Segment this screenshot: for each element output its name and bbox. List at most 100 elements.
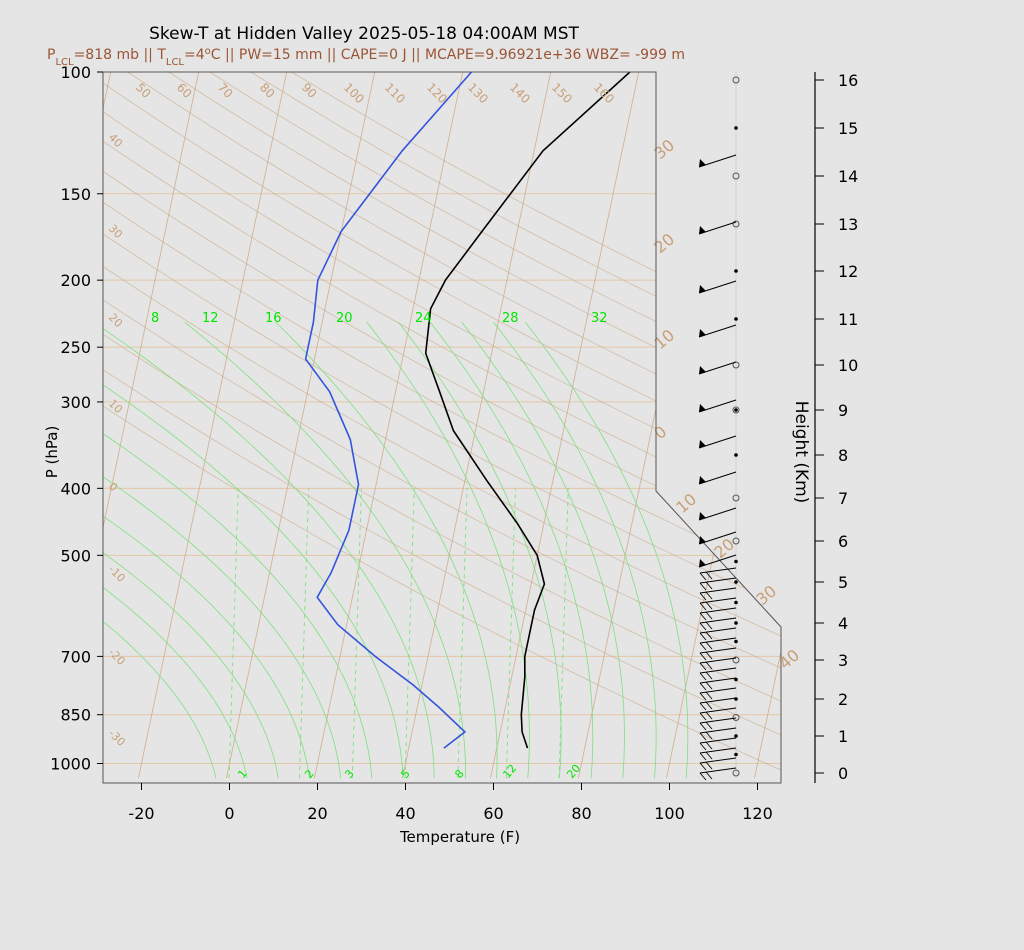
wind-barb-flag	[699, 285, 706, 293]
wind-barb	[698, 221, 737, 235]
x-tick-label: 20	[307, 804, 327, 823]
wind-barb-feather	[705, 631, 713, 640]
moist-adiabat	[184, 321, 466, 779]
mixing-ratio-line	[505, 488, 516, 779]
wind-barb-flag	[699, 226, 706, 234]
moist-adiabat	[398, 321, 562, 779]
p-tick-label: 1000	[50, 755, 91, 774]
height-tick-label: 8	[838, 446, 848, 465]
wind-barb	[699, 687, 737, 701]
wind-barb-feather	[699, 742, 707, 751]
p-tick-label: 300	[60, 393, 91, 412]
x-tick-label: 0	[224, 804, 234, 823]
dry-adiabat	[103, 72, 781, 779]
wind-barb-feather	[705, 771, 713, 780]
wind-barb-flag	[699, 366, 706, 374]
isotherm-line	[137, 72, 288, 779]
wind-dot	[734, 580, 738, 584]
theta-e-label: 8	[151, 311, 159, 326]
wind-barb-feather	[705, 591, 713, 600]
x-tick-label: 100	[654, 804, 685, 823]
wind-barb-flag	[699, 476, 706, 484]
wind-barb-feather	[699, 632, 707, 641]
height-tick-label: 0	[838, 764, 848, 783]
dewpoint-line	[304, 72, 473, 749]
height-tick-label: 4	[838, 614, 848, 633]
moist-adiabat	[461, 321, 625, 779]
wind-barb	[699, 727, 737, 741]
wind-barb	[698, 435, 737, 449]
wind-dot	[734, 408, 738, 412]
wind-barb-feather	[705, 601, 713, 610]
chart-subtitle: PLCL=818 mb || TLCL=4oC || PW=15 mm || C…	[47, 46, 685, 68]
wind-barb	[698, 507, 737, 521]
height-tick-label: 10	[838, 356, 858, 375]
wind-barb	[698, 471, 737, 485]
wind-barb-feather	[705, 611, 713, 620]
wind-barb	[699, 647, 737, 661]
wind-barb-feather	[705, 671, 713, 680]
dry-adiabat	[103, 72, 781, 779]
wind-barb	[699, 567, 737, 581]
wind-dot	[734, 752, 738, 757]
mixing-ratio-line	[351, 488, 362, 779]
wind-barb-flag	[699, 329, 706, 337]
wind-barb-feather	[705, 751, 713, 760]
wind-barb	[698, 531, 737, 545]
wind-barb	[699, 587, 737, 601]
wind-barb-feather	[699, 722, 707, 731]
wind-barb	[698, 399, 737, 413]
y-axis-label: P (hPa)	[43, 426, 61, 479]
wind-barb	[699, 717, 737, 731]
mixing-ratio-line	[558, 488, 569, 779]
wind-barb-feather	[705, 661, 713, 670]
wind-barb-feather	[705, 731, 713, 740]
wind-barb-feather	[699, 652, 707, 661]
p-tick-label: 100	[60, 63, 91, 82]
wind-barb-feather	[699, 672, 707, 681]
p-tick-label: 700	[60, 647, 91, 666]
wind-barb	[698, 324, 737, 338]
moist-adiabat	[103, 321, 373, 779]
wind-barb	[699, 627, 737, 641]
wind-dot	[734, 734, 738, 738]
theta-e-label: 16	[265, 311, 282, 326]
wind-barb	[699, 697, 737, 711]
theta-e-label: 12	[202, 311, 219, 326]
height-tick-label: 2	[838, 690, 848, 709]
p-tick-label: 500	[60, 546, 91, 565]
temperature-line	[424, 72, 631, 749]
wind-barb	[699, 617, 737, 631]
wind-barb-flag	[699, 536, 706, 544]
wind-ring	[732, 537, 740, 545]
wind-dot	[734, 126, 738, 130]
wind-barb-feather	[699, 592, 707, 601]
isotherm-line	[753, 72, 781, 779]
wind-barb	[699, 737, 737, 751]
y2-axis-label: Height (Km)	[791, 401, 811, 504]
wind-barb-feather	[699, 622, 707, 631]
isotherm-line	[103, 72, 112, 779]
wind-barb-flag	[699, 404, 706, 412]
x-tick-label: 60	[483, 804, 503, 823]
moist-adiabat	[275, 321, 498, 779]
moist-adiabat	[429, 321, 594, 779]
wind-barb-feather	[699, 772, 707, 781]
wind-ring	[732, 172, 740, 180]
wind-ring	[732, 76, 740, 84]
moist-adiabat	[103, 321, 248, 779]
height-tick-label: 15	[838, 119, 858, 138]
wind-barb	[699, 707, 737, 721]
dry-adiabat	[103, 72, 781, 779]
wind-barb-feather	[705, 711, 713, 720]
wind-dot	[734, 269, 738, 273]
wind-barb-feather	[705, 691, 713, 700]
height-tick-label: 13	[838, 215, 858, 234]
moist-adiabat	[103, 321, 341, 779]
moist-adiabat	[103, 321, 217, 779]
wind-barb-feather	[699, 642, 707, 651]
dry-adiabat	[103, 72, 781, 779]
height-tick-label: 9	[838, 401, 848, 420]
